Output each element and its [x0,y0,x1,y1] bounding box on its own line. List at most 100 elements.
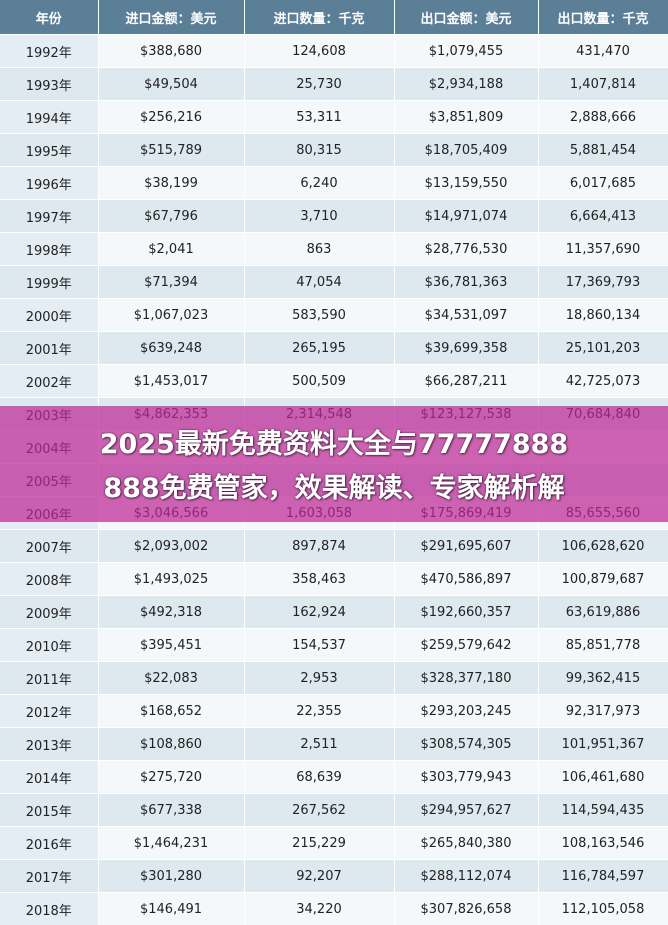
value-cell: $328,377,180 [394,661,539,695]
year-cell: 2007年 [0,529,99,563]
value-cell: $1,493,025 [98,562,245,596]
column-header: 年份 [0,0,99,35]
year-cell: 2016年 [0,826,99,860]
year-cell: 1994年 [0,100,99,134]
value-cell: 18,860,134 [538,298,668,332]
year-cell: 1992年 [0,34,99,68]
table-row: 2018年 $146,491 34,220 $307,826,658 112,105,0… [0,892,668,925]
table-row: 2000年 $1,067,023 583,590 $34,531,097 18,860,… [0,298,668,332]
value-cell: 25,730 [244,67,395,101]
column-header: 进口数量：千克 [244,0,395,35]
value-cell: 100,879,687 [538,562,668,596]
year-cell: 2013年 [0,727,99,761]
value-cell: 92,317,973 [538,694,668,728]
value-cell: $1,453,017 [98,364,245,398]
year-cell: 1993年 [0,67,99,101]
value-cell: 3,710 [244,199,395,233]
value-cell: 63,619,886 [538,595,668,629]
column-header: 出口金额：美元 [394,0,539,35]
column-header: 进口金额：美元 [98,0,245,35]
value-cell: $307,826,658 [394,892,539,925]
value-cell: 500,509 [244,364,395,398]
year-cell: 2015年 [0,793,99,827]
table-row: 1994年 $256,216 53,311 $3,851,809 2,888,666 [0,100,668,134]
value-cell: $28,776,530 [394,232,539,266]
value-cell: $677,338 [98,793,245,827]
value-cell: 265,195 [244,331,395,365]
value-cell: $14,971,074 [394,199,539,233]
table-row: 2012年 $168,652 22,355 $293,203,245 92,317,97… [0,694,668,728]
year-cell: 2012年 [0,694,99,728]
value-cell: 34,220 [244,892,395,925]
year-cell: 2008年 [0,562,99,596]
value-cell: 2,953 [244,661,395,695]
year-cell: 1997年 [0,199,99,233]
value-cell: $34,531,097 [394,298,539,332]
value-cell: $39,699,358 [394,331,539,365]
table-row: 2010年 $395,451 154,537 $259,579,642 85,851,7… [0,628,668,662]
value-cell: $67,796 [98,199,245,233]
value-cell: 106,461,680 [538,760,668,794]
value-cell: 358,463 [244,562,395,596]
column-header: 出口数量：千克 [538,0,668,35]
value-cell: $146,491 [98,892,245,925]
table-row: 2014年 $275,720 68,639 $303,779,943 106,461,6… [0,760,668,794]
year-cell: 2009年 [0,595,99,629]
table-row: 2008年 $1,493,025 358,463 $470,586,897 100,87… [0,562,668,596]
value-cell: $294,957,627 [394,793,539,827]
value-cell: 85,851,778 [538,628,668,662]
value-cell: $2,093,002 [98,529,245,563]
table-row: 2009年 $492,318 162,924 $192,660,357 63,619,8… [0,595,668,629]
year-cell: 2014年 [0,760,99,794]
value-cell: 6,017,685 [538,166,668,200]
year-cell: 2010年 [0,628,99,662]
table-row: 1993年 $49,504 25,730 $2,934,188 1,407,814 [0,67,668,101]
year-cell: 1998年 [0,232,99,266]
value-cell: $308,574,305 [394,727,539,761]
value-cell: 6,664,413 [538,199,668,233]
table-header-row: 年份 进口金额：美元 进口数量：千克 出口金额：美元 出口数量：千克 [0,0,668,35]
value-cell: $1,079,455 [394,34,539,68]
value-cell: 154,537 [244,628,395,662]
value-cell: 6,240 [244,166,395,200]
value-cell: $288,112,074 [394,859,539,893]
year-cell: 1995年 [0,133,99,167]
value-cell: 583,590 [244,298,395,332]
table-row: 1999年 $71,394 47,054 $36,781,363 17,369,793 [0,265,668,299]
year-cell: 2011年 [0,661,99,695]
value-cell: 101,951,367 [538,727,668,761]
value-cell: 431,470 [538,34,668,68]
overlay-banner: 2025最新免费资料大全与77777888 888免费管家，效果解读、专家解析解 [0,406,668,522]
value-cell: $71,394 [98,265,245,299]
banner-title-line-1: 2025最新免费资料大全与77777888 [99,429,569,460]
value-cell: 92,207 [244,859,395,893]
year-cell: 1996年 [0,166,99,200]
value-cell: $291,695,607 [394,529,539,563]
value-cell: 114,594,435 [538,793,668,827]
value-cell: 25,101,203 [538,331,668,365]
value-cell: 17,369,793 [538,265,668,299]
value-cell: $293,203,245 [394,694,539,728]
banner-title-line-2: 888免费管家，效果解读、专家解析解 [103,473,565,504]
value-cell: $265,840,380 [394,826,539,860]
table-row: 2013年 $108,860 2,511 $308,574,305 101,951,36… [0,727,668,761]
value-cell: $49,504 [98,67,245,101]
value-cell: $38,199 [98,166,245,200]
value-cell: 863 [244,232,395,266]
year-cell: 2002年 [0,364,99,398]
value-cell: 116,784,597 [538,859,668,893]
year-cell: 2000年 [0,298,99,332]
table-body: 1992年 $388,680 124,608 $1,079,455 431,470 199… [0,34,668,925]
value-cell: 162,924 [244,595,395,629]
value-cell: 215,229 [244,826,395,860]
value-cell: 267,562 [244,793,395,827]
value-cell: 1,407,814 [538,67,668,101]
value-cell: $259,579,642 [394,628,539,662]
value-cell: $108,860 [98,727,245,761]
value-cell: $18,705,409 [394,133,539,167]
value-cell: $22,083 [98,661,245,695]
table-row: 2001年 $639,248 265,195 $39,699,358 25,101,20… [0,331,668,365]
value-cell: 99,362,415 [538,661,668,695]
year-cell: 2001年 [0,331,99,365]
